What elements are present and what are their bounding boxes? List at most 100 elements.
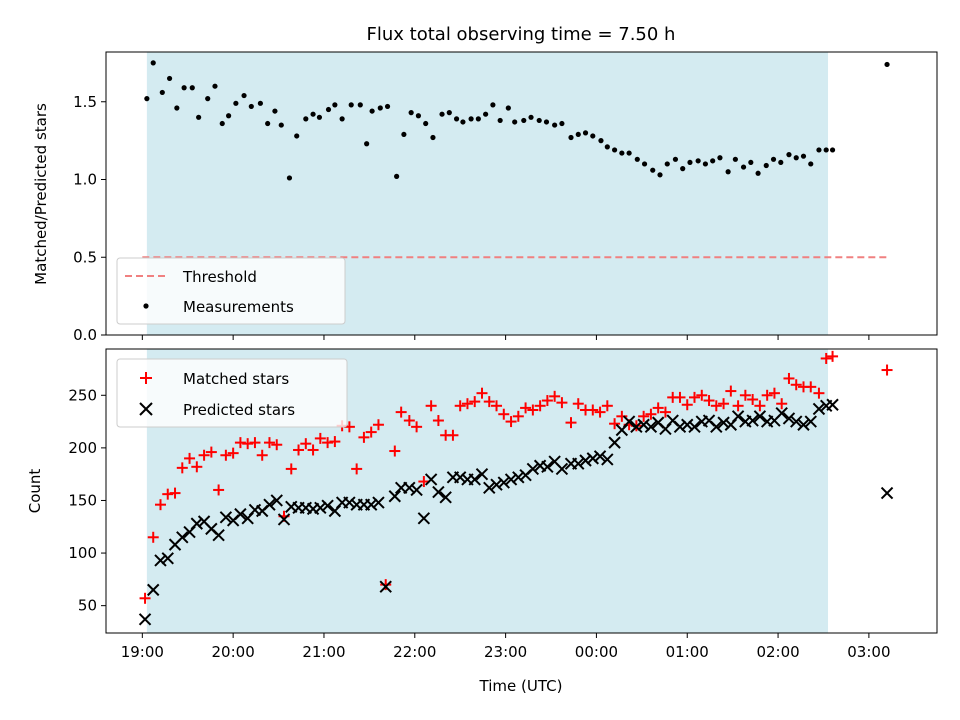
- predicted-star-point: [630, 420, 643, 434]
- predicted-star-point: [644, 420, 658, 434]
- measurement-point: [672, 156, 679, 162]
- matched-star-point: [725, 385, 737, 397]
- matched-star-point: [476, 387, 488, 399]
- matched-star-point: [162, 488, 174, 500]
- predicted-star-point: [497, 476, 510, 489]
- y-tick-label: 50: [78, 597, 97, 615]
- count-panel: 50 100 150 200 250 19:00 20:00 21:00 22:00 23:00…: [26, 348, 938, 695]
- predicted-star-point: [417, 512, 431, 525]
- matched-star-point: [541, 395, 553, 407]
- measurement-point: [316, 114, 323, 120]
- predicted-star-point: [555, 462, 569, 476]
- matched-star-point: [300, 438, 312, 450]
- measurement-point: [415, 113, 422, 119]
- bottom-axes-frame: [105, 348, 938, 634]
- predicted-star-point: [379, 580, 392, 593]
- predicted-star-point: [138, 613, 152, 626]
- measurement-point: [189, 85, 195, 91]
- matched-star-point: [659, 406, 671, 418]
- matched-star-point: [176, 462, 188, 474]
- legend-measurements-swatch: [143, 303, 149, 309]
- predicted-star-point: [403, 481, 416, 495]
- measurement-point: [582, 130, 589, 136]
- measurement-point: [755, 170, 761, 176]
- matched-star-point: [293, 444, 305, 456]
- measurement-point: [265, 120, 271, 127]
- measurement-point: [559, 120, 565, 127]
- measurement-point: [763, 162, 769, 169]
- matched-star-point: [820, 352, 832, 364]
- measurement-point: [483, 111, 489, 117]
- matched-star-point: [425, 400, 437, 412]
- measurement-point: [680, 166, 686, 172]
- measurement-point: [717, 155, 723, 161]
- matched-star-point: [689, 391, 701, 403]
- matched-star-point: [454, 400, 466, 412]
- matched-star-point: [461, 398, 473, 410]
- predicted-star-point: [161, 552, 174, 565]
- predicted-star-point: [424, 473, 438, 486]
- matched-star-point: [572, 398, 584, 410]
- matched-star-point: [652, 402, 664, 414]
- predicted-star-point: [608, 436, 621, 449]
- matched-star-point: [358, 431, 370, 443]
- matched-star-point: [234, 437, 246, 449]
- predicted-star-point: [812, 402, 826, 416]
- predicted-star-point: [826, 398, 839, 411]
- measurement-point: [536, 117, 542, 124]
- predicted-stars-points: [138, 398, 894, 626]
- predicted-star-point: [782, 412, 796, 425]
- legend-predicted-swatch: [139, 402, 153, 416]
- matched-star-point: [205, 446, 217, 458]
- predicted-star-point: [775, 406, 788, 420]
- matched-star-point: [380, 579, 392, 591]
- predicted-star-point: [219, 511, 233, 524]
- matched-star-point: [483, 396, 495, 408]
- measurement-point: [430, 134, 436, 141]
- top-y-axis-ticks: 0.0 0.5 1.0 1.5: [73, 93, 106, 344]
- predicted-star-point: [586, 452, 600, 465]
- measurement-point: [512, 119, 518, 125]
- matched-star-point: [395, 406, 407, 418]
- measurement-point: [369, 108, 375, 114]
- measurement-point: [657, 172, 663, 178]
- predicted-star-point: [490, 478, 503, 491]
- x-tick-label: 20:00: [212, 643, 255, 661]
- predicted-star-point: [483, 481, 496, 495]
- matched-star-point: [881, 364, 893, 376]
- ratio-panel: 0.0 0.5 1.0 1.5 Flux total observing time =…: [32, 24, 938, 344]
- matched-star-point: [169, 487, 181, 499]
- x-tick-label: 00:00: [575, 643, 618, 661]
- matched-star-point: [601, 400, 613, 412]
- predicted-star-point: [681, 418, 694, 431]
- matched-star-point: [432, 415, 444, 427]
- predicted-star-point: [731, 410, 745, 423]
- predicted-star-point: [439, 491, 452, 504]
- predicted-star-point: [190, 517, 204, 530]
- measurement-point: [590, 133, 596, 139]
- matched-star-point: [403, 415, 415, 427]
- predicted-star-point: [753, 410, 767, 423]
- measurement-point: [505, 105, 511, 111]
- x-tick-label: 19:00: [121, 643, 164, 661]
- measurement-point: [325, 106, 332, 113]
- measurement-point: [702, 161, 709, 167]
- measurement-point: [272, 108, 278, 114]
- measurement-point: [611, 147, 618, 153]
- measurement-point: [423, 120, 429, 127]
- matched-star-point: [271, 439, 283, 451]
- bottom-y-axis-label: Count: [26, 469, 44, 514]
- predicted-star-point: [717, 416, 730, 429]
- x-tick-label: 03:00: [847, 643, 890, 661]
- matched-star-point: [227, 447, 239, 459]
- matched-star-point: [329, 436, 341, 448]
- matched-star-point: [372, 419, 384, 431]
- measurement-point: [575, 131, 581, 138]
- predicted-star-point: [154, 554, 167, 567]
- measurement-point: [348, 102, 354, 108]
- measurement-point: [725, 169, 731, 175]
- measurement-point: [196, 114, 202, 120]
- measurement-point: [401, 131, 407, 138]
- measurement-point: [364, 141, 370, 147]
- measurement-point: [641, 161, 648, 167]
